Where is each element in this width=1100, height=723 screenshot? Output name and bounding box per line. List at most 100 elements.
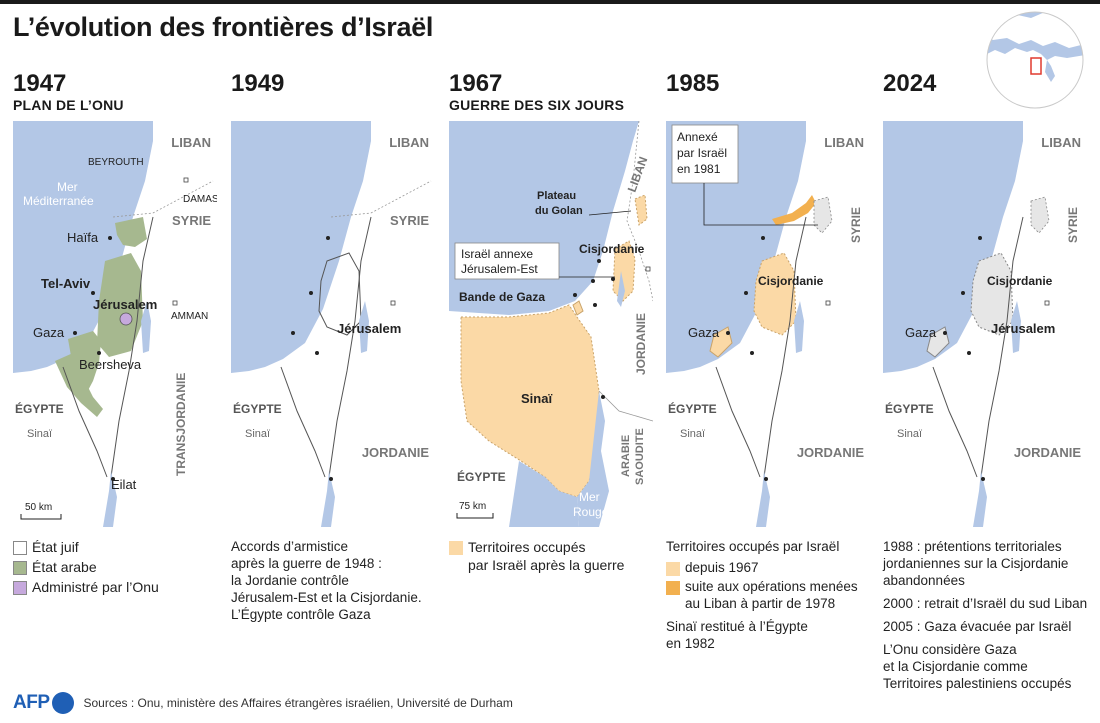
legend-1967: Territoires occupés par Israël après la … xyxy=(449,538,649,576)
west-bank-area xyxy=(970,252,1014,336)
label-beyrouth: BEYROUTH xyxy=(88,157,144,168)
top-rule xyxy=(0,0,1100,4)
label-sinai: Sinaï xyxy=(521,391,552,406)
gaza-area xyxy=(926,326,950,358)
year-1967: 1967 xyxy=(449,70,503,97)
label-syrie: SYRIE xyxy=(390,213,429,228)
note-2000: 2000 : retrait d’Israël du sud Liban xyxy=(883,596,1088,611)
label-cisjordanie: Cisjordanie xyxy=(579,242,645,256)
label-egypte: ÉGYPTE xyxy=(885,401,934,416)
label-scale: 75 km xyxy=(459,501,486,512)
year-2024: 2024 xyxy=(883,70,937,97)
south-lebanon-occupied xyxy=(772,195,816,225)
map-1949: LIBAN SYRIE Jérusalem ÉGYPTE Sinaï JORDA… xyxy=(231,121,435,527)
un-admin-zone xyxy=(119,312,133,326)
label-jerusalem: Jérusalem xyxy=(93,297,157,312)
page-title: L’évolution des frontières d’Israël xyxy=(13,12,434,42)
footer: AFP Sources : Onu, ministère des Affaire… xyxy=(13,692,513,714)
label-beersheva: Beersheva xyxy=(79,357,142,372)
gaza-occupied xyxy=(709,326,733,358)
west-bank-occupied xyxy=(753,252,797,336)
year-1949: 1949 xyxy=(231,70,285,97)
armistice-note: Accords d’armistice après la guerre de 1… xyxy=(231,539,422,622)
note-2005: 2005 : Gaza évacuée par Israël xyxy=(883,619,1072,634)
label-jerusalem: Jérusalem xyxy=(337,321,401,336)
legend-row-onu: Administré par l’Onu xyxy=(13,578,213,596)
scale-bar xyxy=(20,514,62,520)
year-1947: 1947 xyxy=(13,70,67,97)
swatch-occupied-1967 xyxy=(666,562,680,576)
label-gaza: Gaza xyxy=(688,325,720,340)
subtitle-1947: PLAN DE L’ONU xyxy=(13,97,124,113)
year-1985: 1985 xyxy=(666,70,720,97)
label-annexe-3: en 1981 xyxy=(677,162,721,176)
legend-label: suite aux opérations menées au Liban à p… xyxy=(685,579,858,611)
note-1988: 1988 : prétentions territoriales jordani… xyxy=(883,539,1069,588)
label-cisjordanie: Cisjordanie xyxy=(758,274,824,288)
locator-frame xyxy=(1030,57,1042,75)
map-1947: LIBAN BEYROUTH Mer Méditerranée DAMAS SY… xyxy=(13,121,217,527)
gaza-strip xyxy=(572,300,584,316)
label-gaza: Bande de Gaza xyxy=(459,290,545,304)
border-egypt xyxy=(62,366,108,478)
sinai-occupied xyxy=(460,304,600,498)
gulf-aqaba xyxy=(577,391,609,527)
label-saoudite: SAOUDITE xyxy=(634,428,646,485)
golan-annexed xyxy=(813,196,833,234)
text-1949: Accords d’armistice après la guerre de 1… xyxy=(231,538,441,629)
legend-label: Territoires occupés par Israël après la … xyxy=(468,539,625,573)
legend-title: Territoires occupés par Israël xyxy=(666,539,840,554)
gulf-aqaba xyxy=(103,471,117,527)
note-onu: L’Onu considère Gaza et la Cisjordanie c… xyxy=(883,642,1072,691)
west-bank-occupied xyxy=(612,240,636,302)
label-annex-2: Jérusalem-Est xyxy=(461,262,538,276)
label-egypte: ÉGYPTE xyxy=(15,401,64,416)
label-syrie: SYRIE xyxy=(1066,207,1080,243)
border-west-bank xyxy=(318,252,362,336)
legend-label: État arabe xyxy=(32,559,97,575)
label-amman: AMMAN xyxy=(171,311,208,322)
map-1967: Plateau du Golan LIBAN Cisjordanie Israë… xyxy=(449,121,653,527)
label-cisjordanie: Cisjordanie xyxy=(987,274,1053,288)
label-gaza: Gaza xyxy=(33,325,65,340)
legend-row-occupied: Territoires occupés par Israël après la … xyxy=(449,538,649,574)
sea-mediterranean xyxy=(666,121,806,373)
arab-state-south xyxy=(55,353,103,417)
label-jordanie: JORDANIE xyxy=(797,445,865,460)
sea-mediterranean xyxy=(883,121,1023,373)
sources-text: Sources : Onu, ministère des Affaires ét… xyxy=(83,696,513,710)
scale-bar xyxy=(456,513,494,519)
legend-row-etat-juif: État juif xyxy=(13,538,213,556)
swatch-onu xyxy=(13,581,27,595)
label-plateau: Plateau xyxy=(537,190,576,202)
afp-logo-dot xyxy=(51,692,74,714)
dead-sea xyxy=(141,301,151,353)
label-tel-aviv: Tel-Aviv xyxy=(41,276,91,291)
label-mer: Mer xyxy=(57,180,78,194)
label-egypte: ÉGYPTE xyxy=(668,401,717,416)
label-scale: 50 km xyxy=(25,502,52,513)
globe-locator xyxy=(986,11,1084,109)
label-jordanie: JORDANIE xyxy=(362,445,430,460)
map-2024: LIBAN SYRIE Cisjordanie Gaza Jérusalem É… xyxy=(883,121,1087,527)
label-syrie: SYRIE xyxy=(172,213,211,228)
subtitle-1967: GUERRE DES SIX JOURS xyxy=(449,97,625,113)
annexed-callout xyxy=(671,124,739,184)
label-sinai: Sinaï xyxy=(245,428,271,440)
label-arabie: ARABIE xyxy=(620,435,632,477)
legend-row-depuis-1967: depuis 1967 xyxy=(666,559,876,576)
label-liban: LIBAN xyxy=(824,135,864,150)
label-annex-1: Israël annexe xyxy=(461,247,533,261)
label-jordanie: JORDANIE xyxy=(1014,445,1082,460)
label-sinai: Sinaï xyxy=(680,428,706,440)
arab-state-west-bank xyxy=(97,253,143,357)
arab-state-galilee xyxy=(115,217,147,247)
label-golan: du Golan xyxy=(535,205,583,217)
label-jerusalem: Jérusalem xyxy=(991,321,1055,336)
sinai-note: Sinaï restitué à l’Égypte en 1982 xyxy=(666,619,808,651)
swatch-occupied-1967 xyxy=(449,541,463,555)
swatch-etat-arabe xyxy=(13,561,27,575)
border-egypt xyxy=(280,366,326,478)
golan-occupied xyxy=(634,194,648,226)
swatch-occupied-1978 xyxy=(666,581,680,595)
